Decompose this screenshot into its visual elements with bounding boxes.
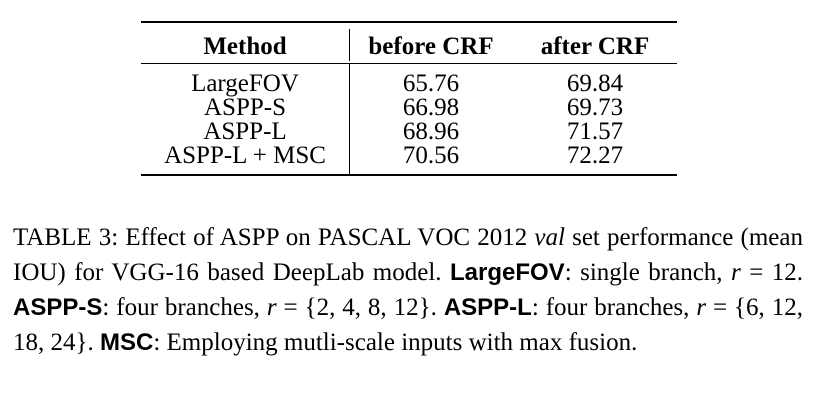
- caption-aspps-value: = {2, 4, 8, 12}.: [276, 294, 444, 321]
- caption-largefov-term: LargeFOV: [449, 259, 565, 286]
- caption-largefov-value: = 12.: [740, 259, 804, 286]
- caption-msc-desc: : Employing mutli-scale inputs with max …: [153, 329, 638, 356]
- caption-largefov-desc: : single branch,: [564, 259, 731, 286]
- table-row: ASPP-L 68.96 71.57: [141, 118, 677, 145]
- table-row: ASPP-S 66.98 69.73: [141, 94, 677, 121]
- table-header-row: Method before CRF after CRF: [141, 23, 677, 63]
- body-column-separator: [349, 64, 350, 174]
- caption-math-r: r: [696, 294, 707, 321]
- row-after-crf: 69.73: [566, 94, 624, 121]
- row-after-crf: 72.27: [566, 142, 624, 169]
- caption-asppl-value: = {6, 12, 18, 24}.: [13, 294, 803, 356]
- row-before-crf: 66.98: [402, 94, 460, 121]
- row-method: ASPP-L + MSC: [164, 142, 326, 169]
- table-row: ASPP-L + MSC 70.56 72.27: [141, 142, 677, 169]
- table-row: LargeFOV 65.76 69.84: [141, 70, 677, 97]
- caption-asppl-desc: : four branches,: [531, 294, 697, 321]
- caption-math-r: r: [266, 294, 277, 321]
- header-method: Method: [203, 33, 287, 60]
- caption-msc-term: MSC: [100, 329, 154, 356]
- caption-aspps-desc: : four branches,: [102, 294, 267, 321]
- row-method: ASPP-S: [204, 94, 286, 121]
- caption-aspps-term: ASPP-S: [13, 294, 103, 321]
- row-before-crf: 65.76: [402, 70, 460, 97]
- row-before-crf: 68.96: [402, 118, 460, 145]
- table-top-rule: [141, 21, 677, 23]
- table-bottom-rule: [141, 174, 677, 176]
- caption-math-r: r: [731, 259, 741, 286]
- row-after-crf: 69.84: [566, 70, 624, 97]
- row-method: LargeFOV: [191, 70, 299, 97]
- header-after-crf: after CRF: [540, 33, 650, 60]
- table-header-rule: [141, 63, 677, 64]
- header-column-separator: [349, 29, 350, 61]
- row-before-crf: 70.56: [402, 142, 460, 169]
- caption-val-italic: val: [534, 224, 565, 251]
- header-before-crf: before CRF: [368, 33, 494, 60]
- row-method: ASPP-L: [203, 118, 287, 145]
- results-table: Method before CRF after CRF LargeFOV 65.…: [141, 21, 677, 176]
- caption-intro-rest: set performance (mean IOU) for VGG-16 ba…: [13, 224, 803, 286]
- row-after-crf: 71.57: [566, 118, 624, 145]
- caption-intro: TABLE 3: Effect of ASPP on PASCAL VOC 20…: [13, 224, 535, 251]
- table-body: LargeFOV 65.76 69.84 ASPP-S 66.98 69.73 …: [141, 64, 677, 174]
- table-caption: TABLE 3: Effect of ASPP on PASCAL VOC 20…: [13, 220, 803, 360]
- caption-asppl-term: ASPP-L: [443, 294, 532, 321]
